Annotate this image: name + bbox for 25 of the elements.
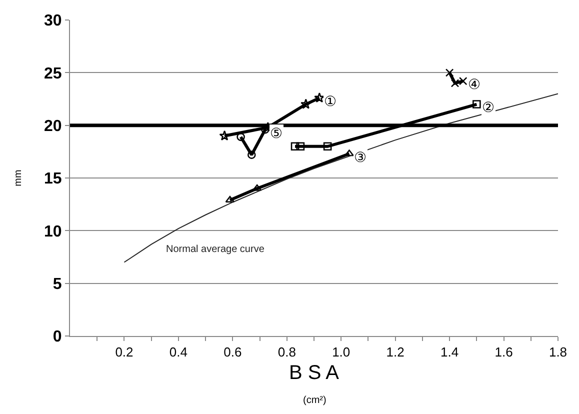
series-label: ②	[482, 99, 495, 115]
y-tick-label: 15	[44, 170, 62, 188]
series-label: ④	[468, 76, 481, 92]
series-label: ⑤	[270, 125, 283, 141]
x-tick-label: 1.8	[548, 344, 568, 360]
x-tick-label: 0.8	[278, 344, 296, 360]
y-axis-title: mm	[13, 170, 24, 186]
x-tick-label: 1.2	[386, 344, 404, 360]
y-tick-label: 20	[44, 118, 62, 135]
y-tick-label: 25	[44, 65, 62, 82]
x-tick-label: 0.4	[169, 344, 188, 360]
x-tick-label: 0.2	[115, 344, 134, 360]
series-label: Normal average curve	[166, 244, 265, 255]
x-tick-label: 1.0	[332, 344, 350, 360]
x-tick-label: 1.6	[494, 344, 513, 360]
y-tick-label: 0	[52, 328, 62, 346]
y-tick-label: 5	[52, 276, 62, 293]
x-tick-label: 1.4	[440, 344, 459, 360]
y-tick-label: 10	[44, 223, 62, 240]
y-tick-label: 30	[44, 12, 62, 30]
x-axis-title: B S A	[288, 362, 340, 384]
text: (cm²)	[303, 395, 326, 406]
series-label: ③	[354, 149, 367, 165]
series-label: ①	[324, 93, 337, 109]
x-tick-label: 0.6	[224, 344, 242, 360]
